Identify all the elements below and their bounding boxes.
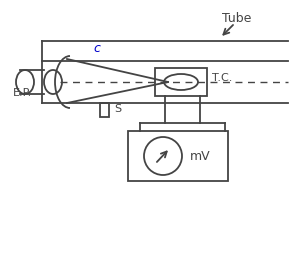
Text: S: S [114, 104, 121, 114]
Bar [100, 103, 109, 117]
Bar [128, 131, 228, 181]
Text: mV: mV [190, 150, 210, 163]
Bar [155, 68, 207, 96]
Text: c: c [94, 43, 100, 56]
Text: Tube: Tube [222, 12, 252, 25]
Text: E.P.: E.P. [14, 88, 33, 98]
Text: T.C.: T.C. [212, 73, 232, 83]
